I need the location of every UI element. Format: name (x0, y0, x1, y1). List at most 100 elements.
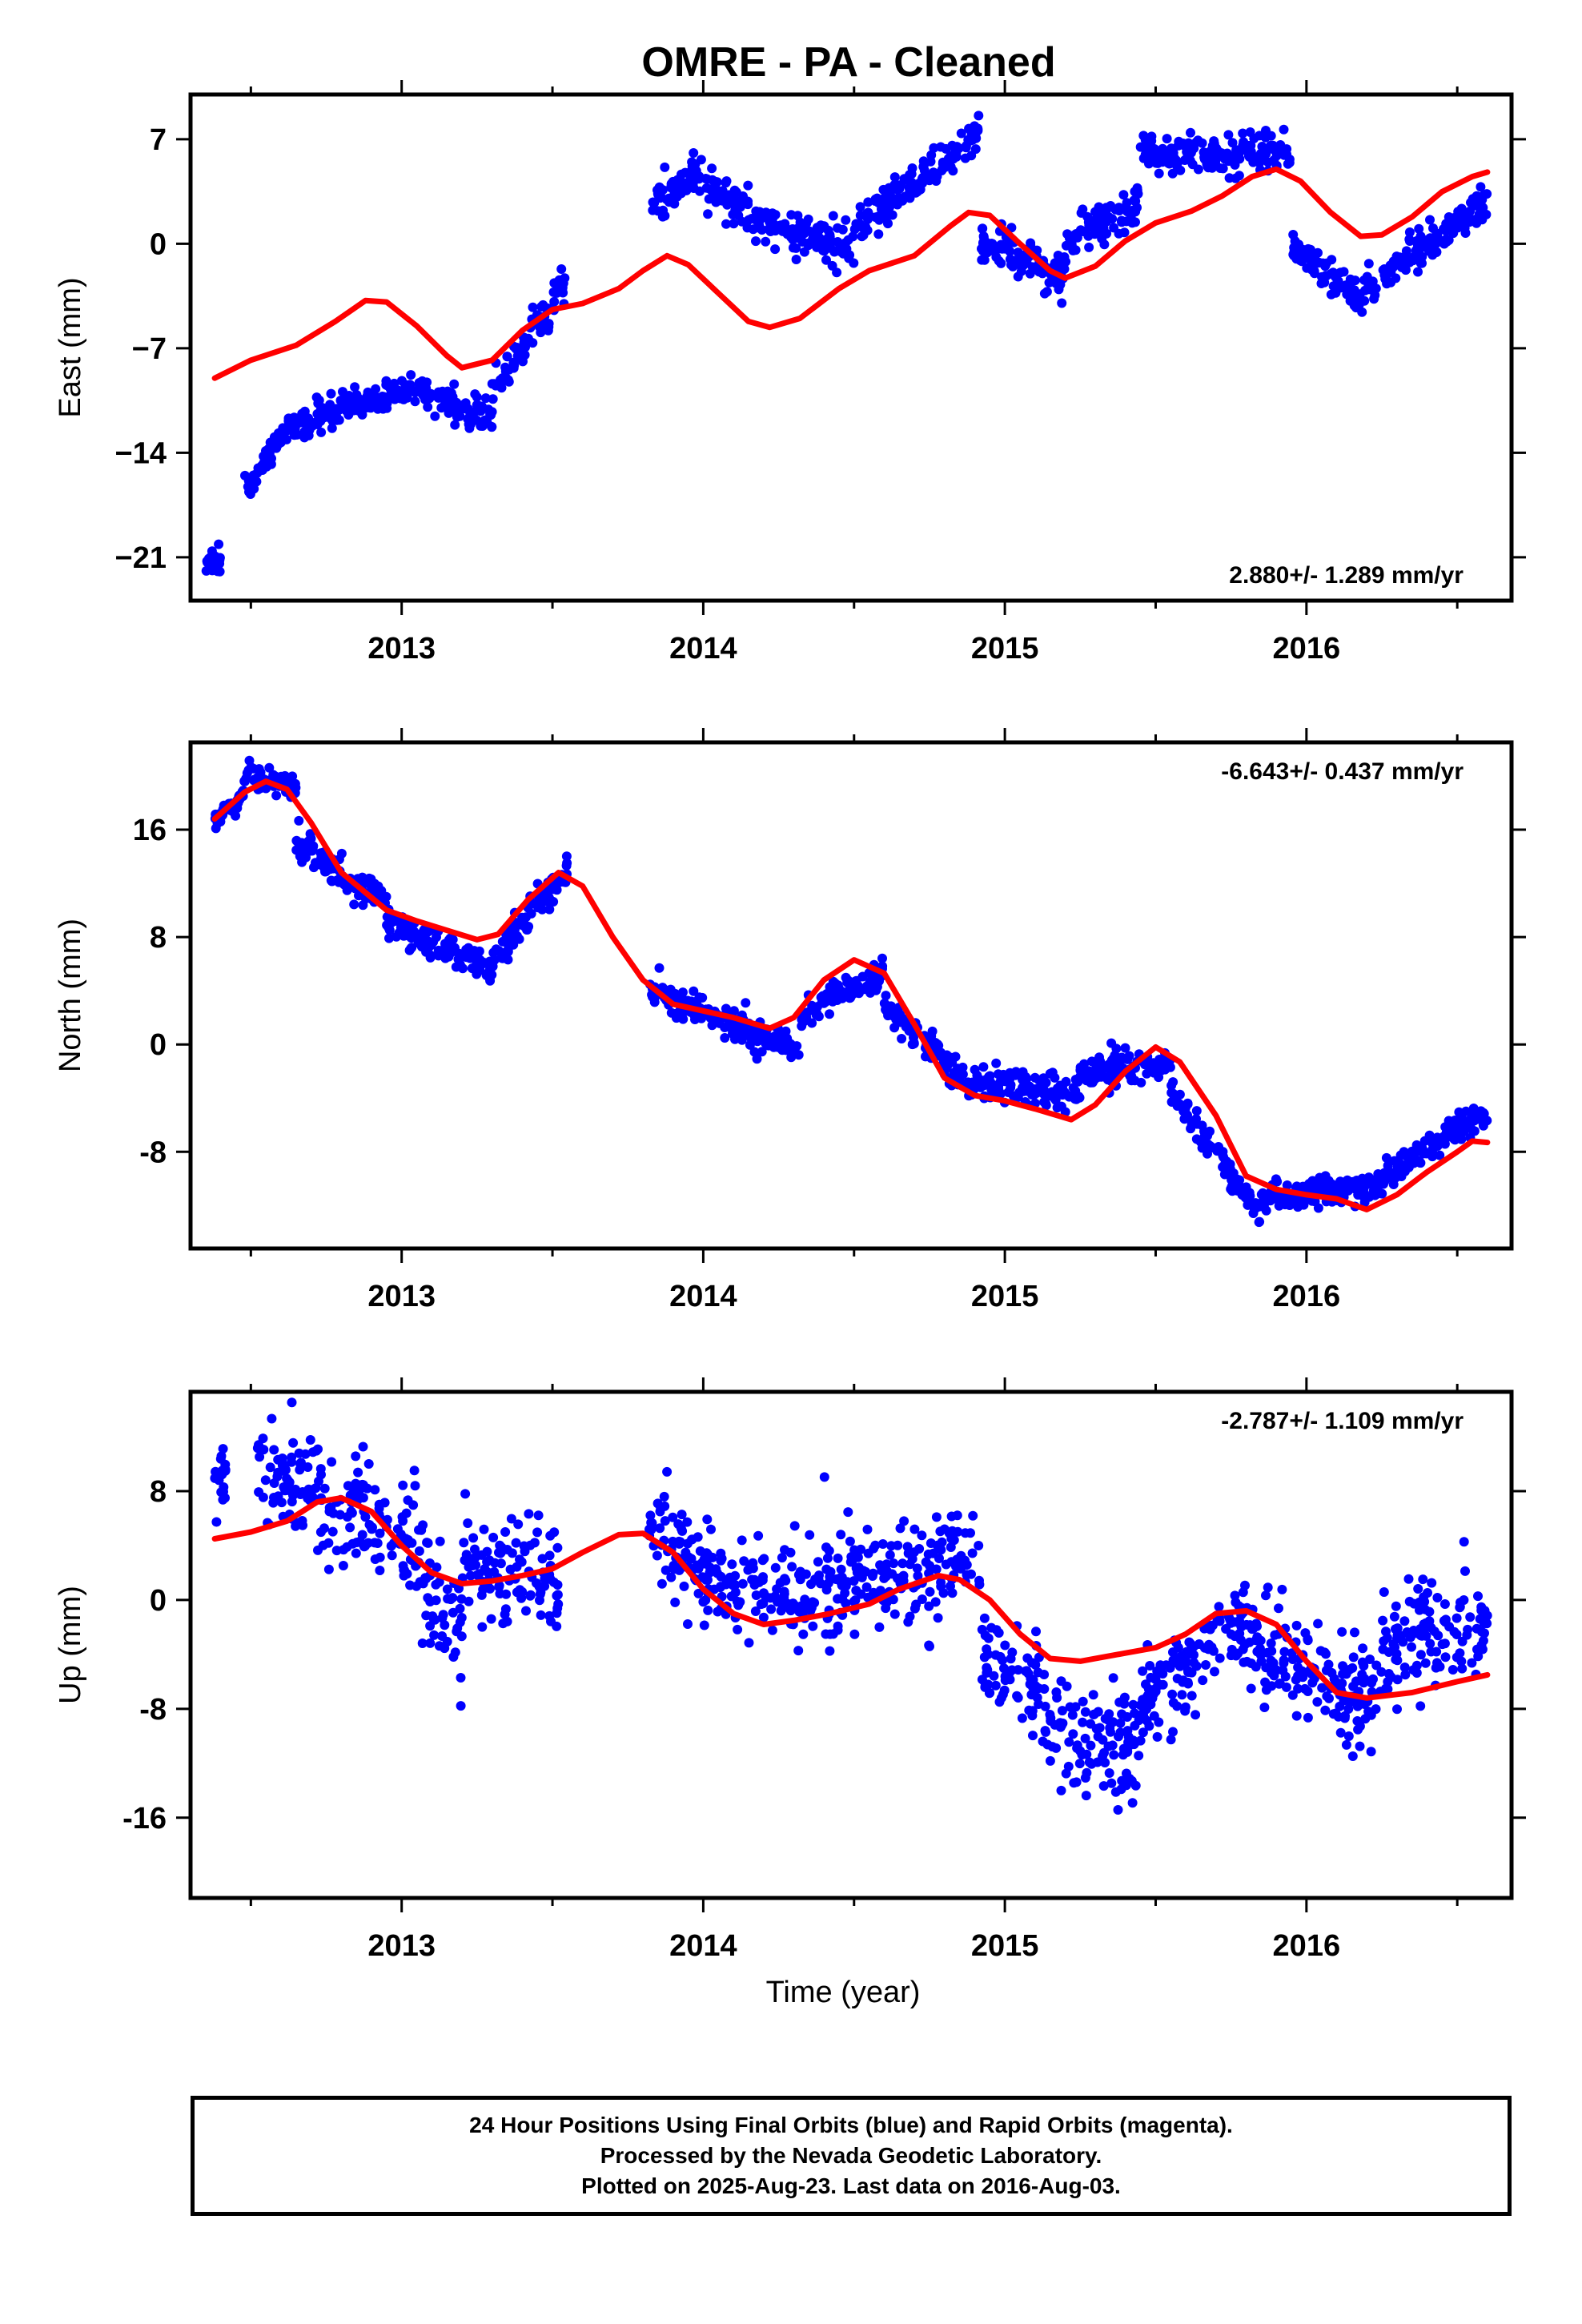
up-data-point (464, 1596, 474, 1606)
north-data-point (448, 935, 458, 945)
north-data-point (1427, 1152, 1438, 1162)
up-data-point (392, 1524, 403, 1534)
east-data-point (284, 417, 295, 428)
north-data-point (962, 1079, 973, 1089)
up-data-point (1371, 1660, 1382, 1671)
east-data-point (1164, 159, 1174, 169)
up-data-point (482, 1557, 492, 1567)
up-panel: 2013 2014 2015 2016 8 0 -8 -16 Up (mm) Time (year… (54, 1377, 1526, 2009)
up-data-point (701, 1595, 711, 1606)
up-data-point (1189, 1650, 1199, 1660)
up-data-point (931, 1564, 942, 1574)
north-data-point (489, 955, 500, 965)
up-rate-label: -2.787+/- 1.109 mm/yr (1221, 1408, 1464, 1434)
up-data-point (1098, 1781, 1109, 1791)
north-x-tick-label: 2014 (669, 1280, 737, 1313)
north-data-point (1472, 1108, 1482, 1118)
east-data-point (351, 390, 362, 400)
up-y-tick-label: 8 (150, 1475, 167, 1509)
up-data-point (482, 1546, 492, 1557)
east-data-point (1053, 251, 1063, 260)
up-data-point (400, 1534, 411, 1544)
up-data-point (425, 1597, 436, 1606)
up-data-point (707, 1552, 717, 1562)
east-data-point (1059, 264, 1070, 274)
up-data-point (425, 1621, 436, 1631)
east-x-tick-label: 2013 (367, 632, 436, 665)
up-data-point (495, 1540, 505, 1550)
east-data-point (1090, 215, 1100, 225)
east-data-point (207, 552, 217, 562)
north-data-point (1186, 1119, 1197, 1129)
up-data-point (1479, 1618, 1489, 1628)
east-data-point (452, 412, 462, 422)
east-data-point (291, 429, 302, 440)
east-data-point (873, 198, 884, 207)
up-data-point (300, 1449, 311, 1459)
up-data-point (347, 1508, 357, 1518)
up-data-point (1383, 1677, 1393, 1687)
up-data-point (666, 1572, 677, 1582)
east-data-point (1211, 159, 1221, 170)
east-data-point (476, 406, 486, 416)
up-data-point (217, 1466, 227, 1476)
up-data-point (1154, 1717, 1164, 1727)
up-data-point (472, 1570, 483, 1580)
east-data-point (420, 395, 431, 404)
up-data-point (456, 1673, 466, 1683)
up-data-point (1244, 1637, 1255, 1647)
up-data-point (268, 1498, 279, 1508)
up-data-point (288, 1486, 299, 1496)
up-data-point (974, 1575, 984, 1586)
up-data-point (843, 1507, 853, 1518)
up-data-point (1403, 1574, 1414, 1584)
up-data-point (960, 1555, 970, 1566)
up-data-point (1145, 1661, 1155, 1671)
east-data-point (721, 176, 732, 187)
east-data-point (827, 260, 837, 271)
north-data-point (853, 981, 863, 991)
east-data-point (1449, 213, 1460, 223)
east-data-point (316, 427, 327, 437)
east-data-point (414, 379, 424, 389)
up-data-point (1293, 1683, 1303, 1694)
up-data-point (1389, 1611, 1399, 1622)
up-data-point (990, 1650, 1001, 1660)
east-data-point (1363, 259, 1374, 269)
up-data-point (1181, 1652, 1191, 1662)
up-data-point (751, 1590, 761, 1600)
up-data-point (486, 1614, 496, 1624)
north-data-point (440, 953, 451, 963)
up-data-point (947, 1588, 958, 1598)
up-data-point (780, 1545, 789, 1555)
north-data-point (1223, 1167, 1233, 1177)
east-data-point (460, 400, 471, 410)
up-data-point (825, 1646, 835, 1656)
up-data-point (1055, 1722, 1066, 1732)
up-data-point (822, 1553, 833, 1563)
east-scatter-points (201, 111, 1492, 577)
up-data-point (996, 1693, 1006, 1703)
east-data-point (1291, 243, 1301, 254)
up-data-point (974, 1541, 984, 1550)
east-data-point (1409, 251, 1419, 262)
up-data-point (455, 1603, 465, 1614)
up-y-tick-label: 0 (150, 1584, 167, 1618)
east-data-point (660, 211, 670, 221)
footer-line-1: 24 Hour Positions Using Final Orbits (bl… (469, 2113, 1233, 2137)
up-data-point (655, 1523, 665, 1534)
up-data-point (1057, 1706, 1067, 1716)
up-data-point (305, 1435, 315, 1445)
east-data-point (543, 325, 553, 336)
north-data-point (1071, 1094, 1082, 1104)
up-data-point (770, 1562, 781, 1573)
up-data-point (819, 1472, 829, 1482)
up-data-point (1376, 1667, 1387, 1677)
north-data-point (1203, 1148, 1212, 1159)
up-data-point (1042, 1739, 1053, 1750)
east-data-point (1227, 138, 1238, 148)
up-data-point (456, 1631, 467, 1642)
up-data-point (836, 1564, 846, 1574)
up-data-point (1392, 1655, 1403, 1666)
east-data-point (1078, 204, 1088, 215)
